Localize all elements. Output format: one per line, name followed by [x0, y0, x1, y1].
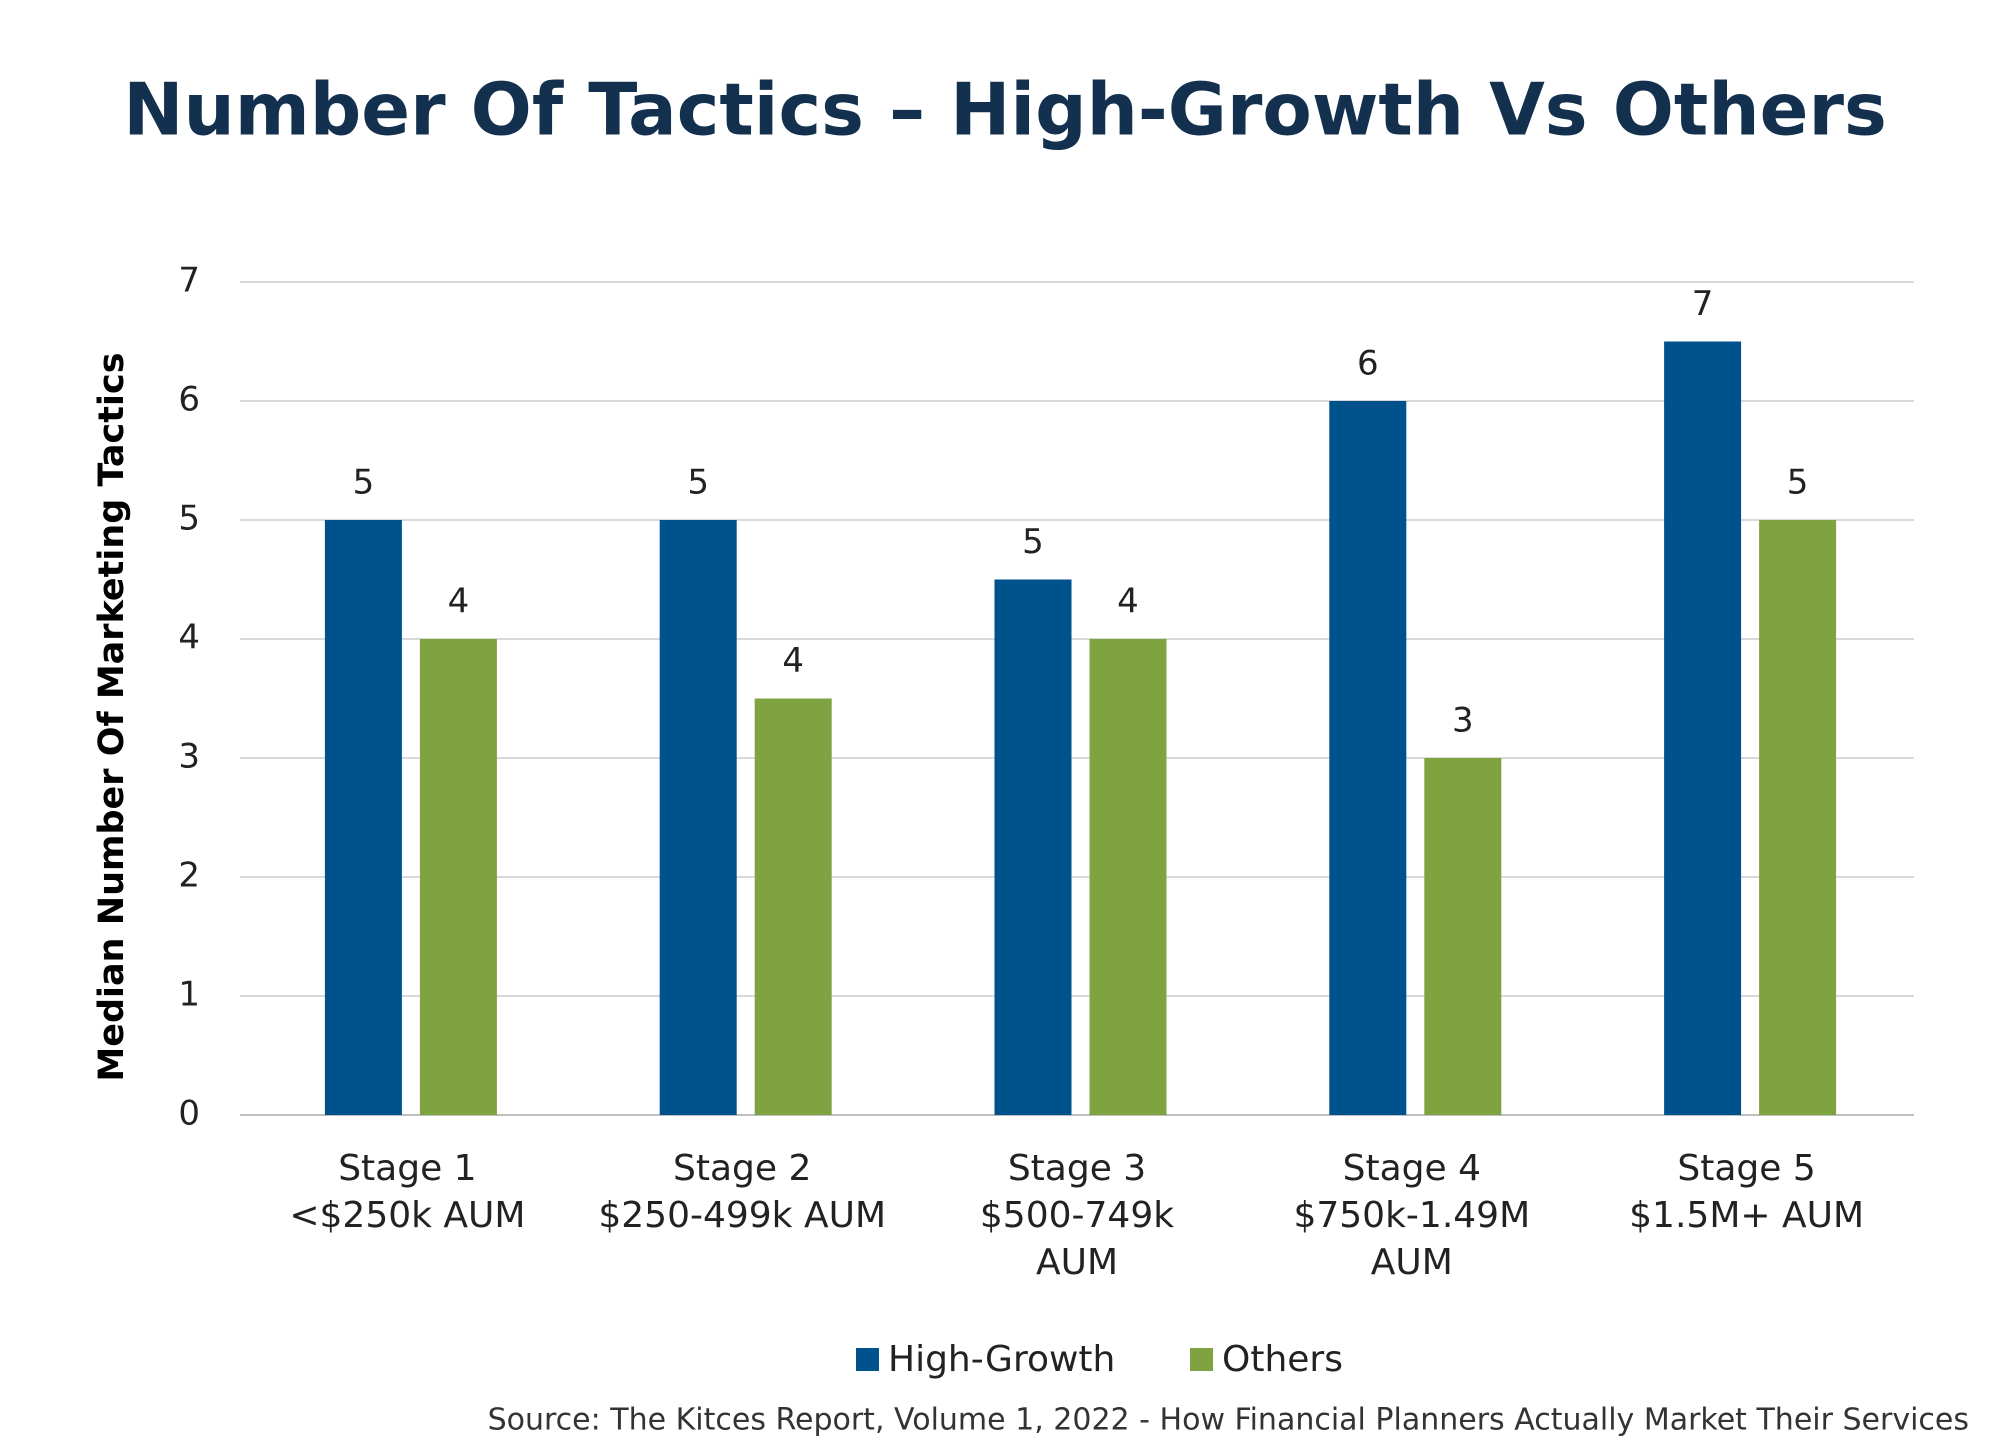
bar: [994, 579, 1072, 1115]
legend-swatch: [856, 1348, 879, 1371]
bar: [754, 698, 832, 1115]
bar: [324, 520, 402, 1115]
y-tick-label: 6: [178, 380, 200, 420]
data-label: 4: [782, 641, 804, 681]
y-axis-title: Median Number Of Marketing Tactics: [92, 352, 132, 1081]
x-tick-label: AUM: [1036, 1242, 1118, 1283]
bar: [1424, 758, 1502, 1115]
x-tick-label: $1.5M+ AUM: [1629, 1195, 1864, 1236]
x-tick-label: $250-499k AUM: [598, 1195, 886, 1236]
bar: [1329, 401, 1407, 1115]
y-tick-label: 1: [178, 975, 200, 1015]
y-tick-label: 7: [178, 261, 200, 301]
x-tick-label: Stage 1: [338, 1148, 476, 1189]
x-tick-label: $750k-1.49M: [1293, 1195, 1530, 1236]
data-label: 5: [353, 463, 375, 503]
y-tick-label: 0: [178, 1094, 200, 1134]
y-tick-label: 3: [178, 737, 200, 777]
x-tick-label: $500-749k: [980, 1195, 1174, 1236]
legend-swatch: [1190, 1348, 1213, 1371]
bar: [1089, 639, 1167, 1115]
y-tick-label: 4: [178, 618, 200, 658]
data-label: 5: [687, 463, 709, 503]
x-tick-label: Stage 5: [1677, 1148, 1815, 1189]
x-tick-label: Stage 3: [1008, 1148, 1146, 1189]
source-note: Source: The Kitces Report, Volume 1, 202…: [488, 1403, 1969, 1438]
x-tick-label: AUM: [1371, 1242, 1453, 1283]
bar: [1759, 520, 1837, 1115]
y-tick-label: 2: [178, 856, 200, 896]
data-label: 4: [448, 582, 470, 622]
data-label: 6: [1357, 344, 1379, 384]
y-tick-label: 5: [178, 499, 200, 539]
data-label: 5: [1022, 522, 1044, 562]
x-tick-label: <$250k AUM: [289, 1195, 525, 1236]
legend-label: High-Growth: [888, 1339, 1115, 1380]
data-label: 5: [1787, 463, 1809, 503]
legend-label: Others: [1222, 1339, 1343, 1380]
bar: [1664, 341, 1742, 1115]
x-tick-label: Stage 4: [1343, 1148, 1481, 1189]
data-label: 3: [1452, 701, 1474, 741]
chart-title: Number Of Tactics – High-Growth Vs Other…: [123, 68, 1887, 152]
data-label: 4: [1117, 582, 1139, 622]
x-tick-label: Stage 2: [673, 1148, 811, 1189]
bar: [659, 520, 737, 1115]
bar: [419, 639, 497, 1115]
data-label: 7: [1692, 284, 1714, 324]
